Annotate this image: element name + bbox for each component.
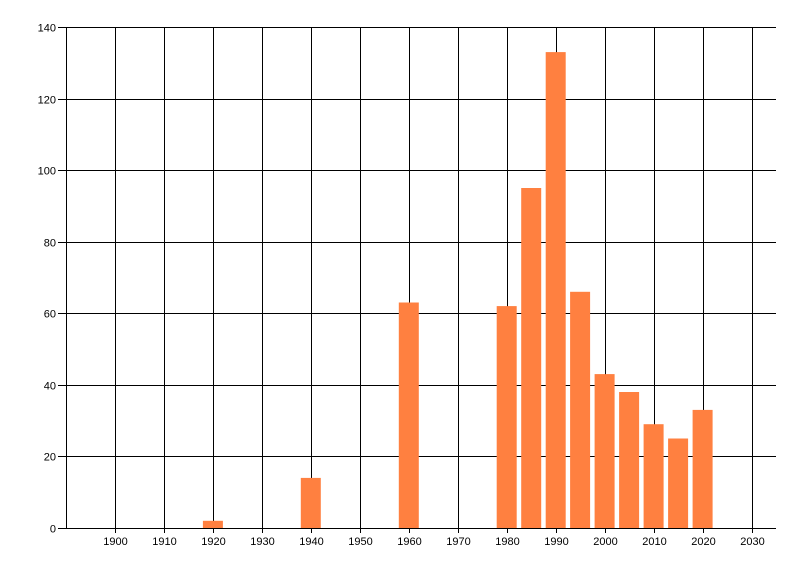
bar-2010: [643, 424, 664, 528]
x-tick-label: 1940: [299, 536, 323, 548]
bar-1995: [570, 291, 591, 528]
y-tick-label: 20: [44, 452, 56, 464]
x-tick-label: 2020: [691, 536, 715, 548]
x-tick-label: 1970: [446, 536, 470, 548]
y-tick-label: 40: [44, 381, 56, 393]
x-tick-label: 2000: [593, 536, 617, 548]
x-tick-label: 1900: [103, 536, 127, 548]
x-tick-label: 1960: [397, 536, 421, 548]
bar-2005: [619, 392, 640, 528]
x-tick-label: 1920: [201, 536, 225, 548]
bar-1960: [398, 302, 419, 528]
y-tick-label: 140: [38, 23, 56, 35]
bar-1940: [300, 477, 321, 528]
y-tick-label: 0: [50, 524, 56, 536]
x-tick-label: 1950: [348, 536, 372, 548]
y-tick-label: 100: [38, 166, 56, 178]
bar-2000: [594, 374, 615, 528]
x-tick-label: 2010: [642, 536, 666, 548]
x-tick-label: 2030: [740, 536, 764, 548]
y-tick-label: 120: [38, 95, 56, 107]
bar-2020: [692, 409, 713, 528]
bar-1985: [521, 188, 542, 528]
bar-1980: [496, 306, 517, 528]
x-tick-label: 1980: [495, 536, 519, 548]
x-tick-label: 1990: [544, 536, 568, 548]
y-tick-label: 80: [44, 238, 56, 250]
x-tick-label: 1910: [152, 536, 176, 548]
bar-1920: [202, 520, 223, 528]
bar-2015: [668, 438, 689, 528]
x-tick-label: 1930: [250, 536, 274, 548]
bar-1990: [545, 52, 566, 528]
y-tick-label: 60: [44, 309, 56, 321]
